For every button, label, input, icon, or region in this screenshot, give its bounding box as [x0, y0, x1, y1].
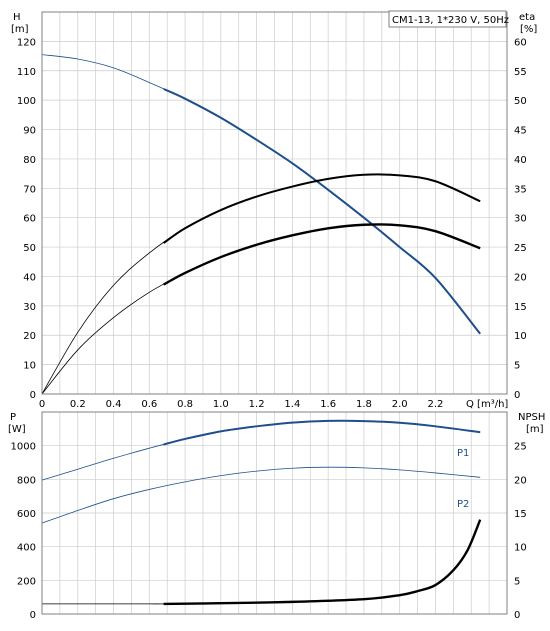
y-right-tick-label: 60	[514, 37, 527, 48]
y-right-tick-label: 0	[514, 390, 520, 401]
series-0-2-line	[41, 224, 481, 395]
x-tick-label: 0.6	[141, 399, 157, 410]
y-left-tick-label: 0	[30, 390, 36, 401]
bottom-left-ticks: 0 200 400 600 800 1000	[11, 442, 36, 621]
series-0-0-duty	[163, 88, 481, 335]
y-right-tick-label: 5	[514, 361, 520, 372]
top-right-ticks: 0 5 10 15 20 25 30 35 40 45 50 55 60	[514, 37, 527, 401]
y-left-tick-label: 50	[23, 243, 36, 254]
head-axis-unit: [m]	[11, 24, 29, 35]
y-right-tick-label: 20	[514, 272, 527, 283]
p1-label: P1	[457, 448, 469, 459]
y-left-tick-label: 120	[17, 37, 36, 48]
npsh-axis-unit: [m]	[526, 424, 544, 435]
chart-title: CM1-13, 1*230 V, 50Hz	[392, 15, 509, 26]
y-right-tick-label: 30	[514, 214, 527, 225]
x-tick-label: 1.2	[249, 399, 265, 410]
y-left-tick-label: 600	[17, 509, 36, 520]
y-left-tick-label: 10	[23, 361, 36, 372]
top-left-ticks: 0 10 20 30 40 50 60 70 80 90 100 110 120	[17, 37, 36, 401]
x-tick-label: 0	[39, 399, 45, 410]
series-1-0-duty	[163, 419, 481, 446]
head-axis-name: H	[13, 12, 21, 23]
top-plot-frame	[41, 11, 508, 395]
y-right-tick-label: 45	[514, 126, 527, 137]
title-box	[388, 10, 507, 28]
y-right-tick-label: 10	[514, 331, 527, 342]
series-0-1-duty	[163, 173, 481, 244]
y-right-tick-label: 40	[514, 155, 527, 166]
series-0-1-line	[41, 174, 481, 395]
p2-label: P2	[457, 499, 469, 510]
y-right-tick-label: 20	[514, 475, 527, 486]
y-right-tick-label: 15	[514, 509, 527, 520]
y-left-tick-label: 200	[17, 576, 36, 587]
head-efficiency-chart: 0 0.2 0.4 0.6 0.8 1.0 1.2 1.4 1.6 1.8 2.0 2.2 0 10 20…	[11, 10, 537, 410]
y-right-tick-label: 50	[514, 96, 527, 107]
top-grid	[42, 12, 507, 394]
y-right-tick-label: 0	[514, 610, 520, 621]
bottom-plot-frame	[41, 411, 508, 615]
x-tick-label: 0.2	[70, 399, 86, 410]
y-left-tick-label: 110	[17, 67, 36, 78]
y-left-tick-label: 30	[23, 302, 36, 313]
y-left-tick-label: 40	[23, 272, 36, 283]
eta-axis-name: eta	[519, 12, 535, 23]
y-right-tick-label: 10	[514, 543, 527, 554]
y-left-tick-label: 0	[30, 610, 36, 621]
x-tick-label: 1.0	[213, 399, 229, 410]
y-right-tick-label: 5	[514, 576, 520, 587]
x-tick-label: 1.8	[356, 399, 372, 410]
y-left-tick-label: 60	[23, 214, 36, 225]
y-left-tick-label: 100	[17, 96, 36, 107]
y-right-tick-label: 35	[514, 184, 527, 195]
y-right-tick-label: 15	[514, 302, 527, 313]
npsh-axis-name: NPSH	[518, 412, 545, 423]
y-left-tick-label: 70	[23, 184, 36, 195]
top-curves	[41, 54, 481, 395]
y-left-tick-label: 1000	[11, 442, 36, 453]
y-right-tick-label: 25	[514, 243, 527, 254]
series-1-2-duty	[163, 519, 482, 606]
y-left-tick-label: 90	[23, 126, 36, 137]
series-0-2-duty	[163, 223, 481, 286]
bottom-right-ticks: 0 5 10 15 20 25	[514, 442, 527, 621]
x-tick-label: 2.2	[428, 399, 444, 410]
eta-axis-unit: [%]	[520, 24, 537, 35]
top-x-ticks: 0 0.2 0.4 0.6 0.8 1.0 1.2 1.4 1.6 1.8 2.0 2.2	[39, 399, 444, 410]
x-tick-label: 0.4	[106, 399, 122, 410]
bottom-grid	[42, 412, 507, 614]
series-1-1-line	[41, 466, 481, 524]
power-axis-unit: [W]	[8, 424, 26, 435]
y-right-tick-label: 25	[514, 442, 527, 453]
y-left-tick-label: 80	[23, 155, 36, 166]
x-tick-label: 1.6	[320, 399, 336, 410]
power-axis-name: P	[10, 412, 16, 423]
y-left-tick-label: 20	[23, 331, 36, 342]
y-left-tick-label: 400	[17, 543, 36, 554]
y-right-tick-label: 55	[514, 67, 527, 78]
flow-axis-label: Q [m³/h]	[466, 399, 508, 410]
x-tick-label: 2.0	[392, 399, 408, 410]
x-tick-label: 0.8	[177, 399, 193, 410]
x-tick-label: 1.4	[284, 399, 300, 410]
y-left-tick-label: 800	[17, 475, 36, 486]
bottom-curves	[41, 419, 482, 606]
